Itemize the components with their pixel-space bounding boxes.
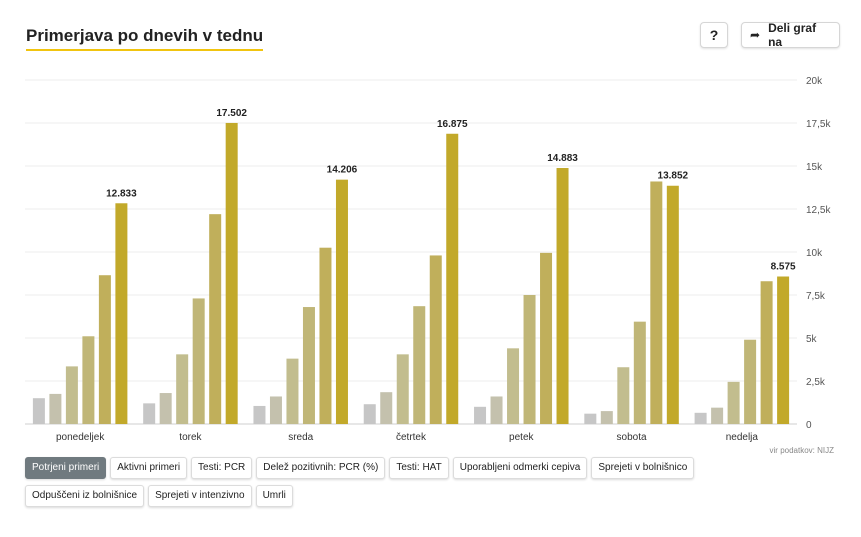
bar: [192, 298, 205, 424]
tab-sprejeti-v-intenzivno[interactable]: Sprejeti v intenzivno: [148, 485, 252, 507]
tab-potrjeni-primeri[interactable]: Potrjeni primeri: [25, 457, 107, 479]
bar: [523, 295, 536, 424]
share-arrow-icon: ➦: [750, 28, 761, 42]
share-label: Deli graf na: [768, 21, 817, 49]
bar: [744, 339, 757, 424]
bar: [253, 405, 266, 424]
y-tick-label: 20k: [806, 76, 823, 87]
bar: [694, 412, 707, 424]
x-tick-label: sobota: [617, 432, 647, 443]
bar: [650, 181, 663, 424]
y-tick-label: 17,5k: [806, 119, 831, 130]
y-tick-label: 5k: [806, 334, 818, 345]
bar: [159, 393, 172, 424]
page-title: Primerjava po dnevih v tednu: [26, 26, 264, 51]
tab-umrli[interactable]: Umrli: [255, 485, 293, 507]
x-tick-label: petek: [509, 432, 534, 443]
help-button[interactable]: ?: [700, 22, 728, 48]
bar: [711, 407, 724, 424]
tab-aktivni-primeri[interactable]: Aktivni primeri: [110, 457, 188, 479]
bar: [396, 354, 409, 424]
data-label: 8.575: [771, 262, 796, 273]
bar: [666, 185, 679, 424]
bar: [540, 252, 553, 424]
y-tick-label: 12,5k: [806, 205, 831, 216]
bar: [65, 366, 78, 424]
bar: [633, 321, 646, 424]
bar: [225, 122, 238, 424]
bar: [429, 255, 442, 424]
data-label: 13.852: [658, 171, 689, 182]
bar: [446, 133, 459, 424]
bar: [176, 354, 189, 424]
bar: [32, 398, 45, 424]
bar: [82, 336, 95, 424]
y-tick-label: 0: [806, 420, 812, 431]
bar: [617, 367, 630, 424]
tab-testi-pcr[interactable]: Testi: PCR: [191, 457, 253, 479]
bar: [413, 306, 426, 424]
tab-uporabljeni-odmerki-cepiva[interactable]: Uporabljeni odmerki cepiva: [452, 457, 588, 479]
data-label: 16.875: [437, 119, 468, 130]
x-tick-label: torek: [179, 432, 202, 443]
y-tick-label: 15k: [806, 162, 823, 173]
help-label: ?: [709, 27, 719, 43]
bar: [474, 406, 487, 424]
bar: [209, 214, 222, 424]
bar: [777, 276, 790, 424]
metric-tabs: Potrjeni primeri Aktivni primeri Testi: PC…: [25, 457, 805, 507]
data-label: 14.206: [327, 165, 358, 176]
bar: [335, 179, 348, 424]
data-label: 14.883: [547, 153, 578, 164]
bar: [302, 307, 315, 424]
x-tick-label: sreda: [288, 432, 313, 443]
bar: [584, 413, 597, 424]
bar: [760, 281, 773, 424]
bar: [600, 411, 613, 424]
data-label: 12.833: [106, 188, 137, 199]
y-tick-label: 2,5k: [806, 377, 826, 388]
bar: [143, 403, 156, 424]
tab-sprejeti-v-bolnišnico[interactable]: Sprejeti v bolnišnico: [591, 457, 695, 479]
x-tick-label: četrtek: [396, 432, 427, 443]
share-button[interactable]: ➦ Deli graf na: [741, 21, 840, 49]
data-label: 17.502: [216, 108, 247, 119]
x-tick-label: nedelja: [726, 432, 759, 443]
bar: [286, 358, 299, 424]
bar: [380, 392, 393, 424]
y-tick-label: 7,5k: [806, 291, 826, 302]
bar: [269, 396, 282, 424]
bar: [727, 381, 740, 424]
bar: [319, 247, 332, 424]
bar: [363, 404, 376, 424]
bar: [490, 396, 503, 424]
bar-chart: 0 2,5k 5k 7,5k 10k 12,5k 15k 17,5k 20k 12.833 pone…: [25, 76, 831, 443]
tab-testi-hat[interactable]: Testi: HAT: [389, 457, 449, 479]
source-note: vir podatkov: NIJZ: [769, 446, 834, 455]
bar: [115, 203, 128, 424]
bar: [507, 348, 520, 424]
x-tick-label: ponedeljek: [56, 432, 105, 443]
tab-odpuščeni-iz-bolnišnice[interactable]: Odpuščeni iz bolnišnice: [25, 485, 145, 507]
y-tick-label: 10k: [806, 248, 823, 259]
bar: [98, 275, 111, 424]
bar: [49, 393, 62, 424]
tab-delež-pozitivnih-pcr[interactable]: Delež pozitivnih: PCR (%): [256, 457, 386, 479]
bar: [556, 168, 569, 424]
